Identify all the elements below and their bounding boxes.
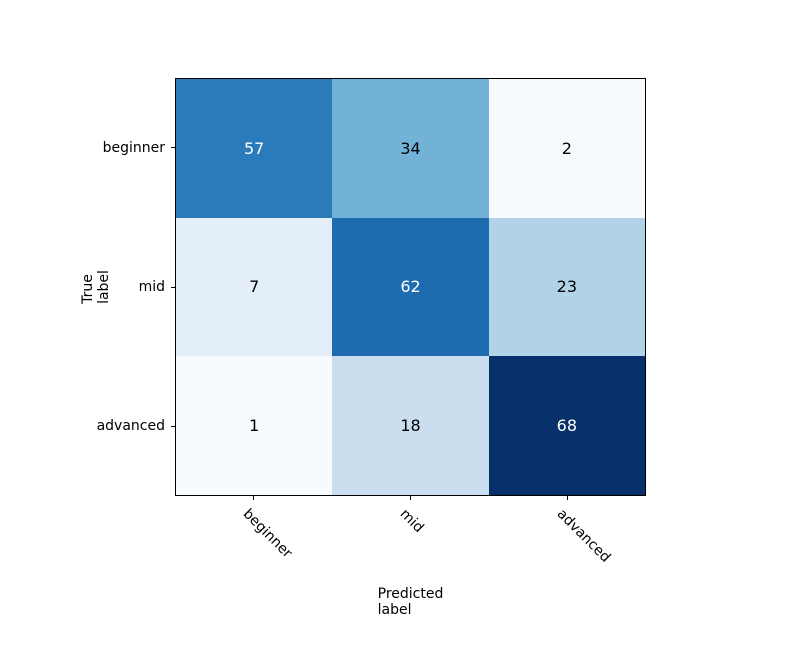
x-tick-label: beginner bbox=[239, 506, 294, 561]
heatmap-cell: 2 bbox=[489, 79, 645, 218]
y-tick-mark bbox=[171, 287, 175, 288]
heatmap-cell: 18 bbox=[332, 356, 488, 495]
heatmap-cell: 57 bbox=[176, 79, 332, 218]
x-tick-mark bbox=[410, 496, 411, 500]
heatmap-cell-value: 57 bbox=[244, 139, 264, 158]
y-tick-label: mid bbox=[139, 279, 165, 295]
heatmap-cell: 23 bbox=[489, 218, 645, 357]
x-tick-label: mid bbox=[396, 506, 426, 536]
heatmap-cell: 68 bbox=[489, 356, 645, 495]
y-tick-mark bbox=[171, 147, 175, 148]
heatmap-cell-value: 18 bbox=[400, 416, 420, 435]
heatmap-cell-value: 34 bbox=[400, 139, 420, 158]
heatmap-cell-value: 68 bbox=[557, 416, 577, 435]
heatmap-cell: 7 bbox=[176, 218, 332, 357]
heatmap-cell-value: 23 bbox=[557, 277, 577, 296]
y-tick-label: beginner bbox=[103, 140, 165, 156]
x-tick-mark bbox=[567, 496, 568, 500]
y-axis-label: True label bbox=[80, 270, 112, 304]
heatmap-cell: 1 bbox=[176, 356, 332, 495]
heatmap-cell: 34 bbox=[332, 79, 488, 218]
y-tick-label: advanced bbox=[97, 418, 165, 434]
heatmap-cell-value: 1 bbox=[249, 416, 259, 435]
y-tick-mark bbox=[171, 426, 175, 427]
x-tick-mark bbox=[253, 496, 254, 500]
heatmap-cell-value: 2 bbox=[562, 139, 572, 158]
x-axis-label: Predicted label bbox=[378, 586, 444, 618]
x-tick-label: advanced bbox=[553, 506, 613, 566]
heatmap-cell-value: 7 bbox=[249, 277, 259, 296]
heatmap-cell: 62 bbox=[332, 218, 488, 357]
heatmap-grid: 57 34 2 7 62 23 1 18 68 bbox=[175, 78, 646, 496]
heatmap-cell-value: 62 bbox=[400, 277, 420, 296]
